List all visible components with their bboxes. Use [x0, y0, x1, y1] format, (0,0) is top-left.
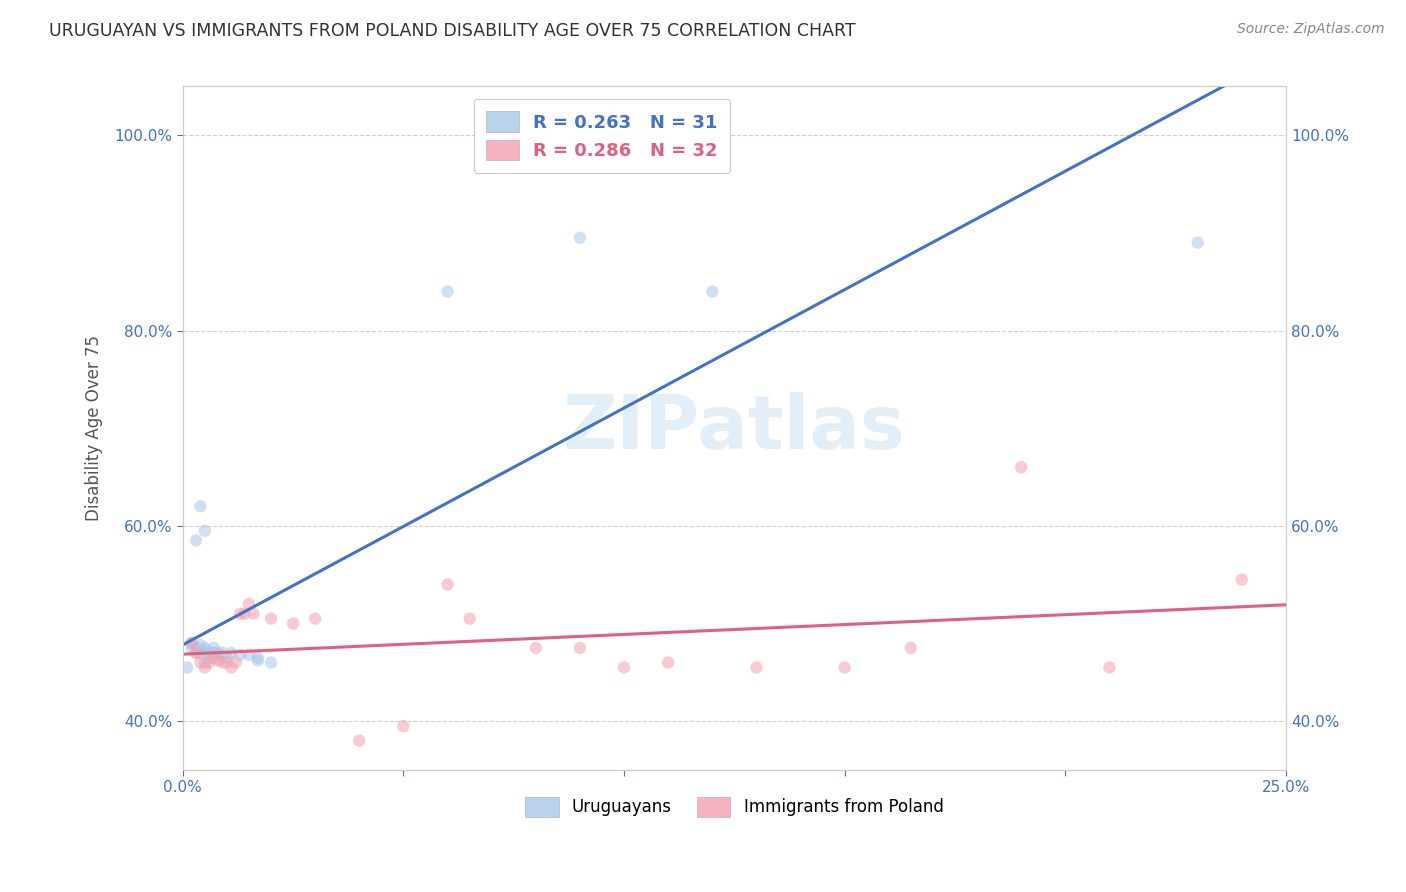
Point: [190, 638, 212, 652]
Point: [194, 640, 217, 655]
Text: Source: ZipAtlas.com: Source: ZipAtlas.com: [1237, 22, 1385, 37]
Point: [458, 612, 481, 626]
Point: [207, 648, 229, 662]
Point: [229, 607, 252, 621]
Point: [221, 646, 243, 660]
Point: [260, 612, 283, 626]
Point: [436, 577, 458, 591]
Point: [184, 640, 207, 655]
Point: [613, 660, 636, 674]
Point: [436, 285, 458, 299]
Y-axis label: Disability Age Over 75: Disability Age Over 75: [86, 335, 103, 521]
Point: [233, 607, 256, 621]
Point: [260, 656, 283, 670]
Text: URUGUAYAN VS IMMIGRANTS FROM POLAND DISABILITY AGE OVER 75 CORRELATION CHART: URUGUAYAN VS IMMIGRANTS FROM POLAND DISA…: [49, 22, 856, 40]
Point: [1187, 235, 1209, 250]
Point: [215, 650, 238, 665]
Point: [194, 656, 217, 670]
Point: [215, 656, 238, 670]
Point: [198, 646, 221, 660]
Point: [702, 285, 724, 299]
Point: [190, 500, 212, 514]
Point: [568, 231, 591, 245]
Point: [349, 733, 371, 747]
Point: [180, 636, 202, 650]
Point: [176, 660, 198, 674]
Point: [207, 654, 229, 668]
Point: [194, 644, 217, 658]
Point: [834, 660, 856, 674]
Point: [246, 654, 269, 668]
Text: ZIPatlas: ZIPatlas: [562, 392, 905, 465]
Point: [900, 640, 922, 655]
Point: [1230, 573, 1253, 587]
Point: [304, 612, 326, 626]
Point: [1098, 660, 1121, 674]
Point: [229, 648, 252, 662]
Point: [202, 650, 225, 665]
Point: [202, 640, 225, 655]
Point: [225, 656, 247, 670]
Point: [246, 650, 269, 665]
Point: [242, 607, 264, 621]
Point: [207, 646, 229, 660]
Point: [198, 656, 221, 670]
Point: [211, 646, 233, 660]
Point: [202, 646, 225, 660]
Point: [194, 524, 217, 538]
Point: [194, 660, 217, 674]
Point: [198, 650, 221, 665]
Point: [568, 640, 591, 655]
Point: [211, 656, 233, 670]
Point: [745, 660, 768, 674]
Point: [1010, 460, 1032, 475]
Point: [180, 640, 202, 655]
Point: [180, 636, 202, 650]
Point: [190, 656, 212, 670]
Point: [190, 646, 212, 660]
Point: [657, 656, 679, 670]
Point: [184, 646, 207, 660]
Point: [238, 648, 260, 662]
Point: [524, 640, 547, 655]
Point: [392, 719, 415, 733]
Point: [281, 616, 304, 631]
Point: [221, 660, 243, 674]
Point: [238, 597, 260, 611]
Point: [184, 646, 207, 660]
Point: [184, 533, 207, 548]
Legend: Uruguayans, Immigrants from Poland: Uruguayans, Immigrants from Poland: [519, 790, 950, 823]
